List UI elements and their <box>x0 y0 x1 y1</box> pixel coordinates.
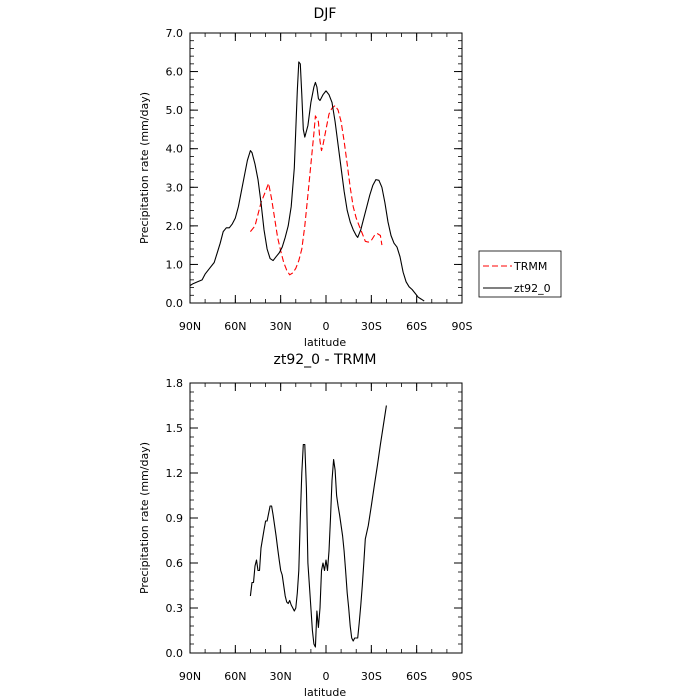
y-tick-label: 0.0 <box>166 647 184 660</box>
y-tick-label: 4.0 <box>166 143 184 156</box>
x-tick-label: 60N <box>224 320 246 333</box>
series-line-zt92-0 <box>189 61 425 302</box>
y-tick-label: 1.2 <box>166 467 184 480</box>
x-axis-title: latitude <box>304 686 346 699</box>
x-tick-label: 30N <box>270 320 292 333</box>
y-tick-label: 1.5 <box>166 422 184 435</box>
y-tick-label: 0.9 <box>166 512 184 525</box>
x-tick-label: 90N <box>179 670 201 683</box>
y-tick-label: 3.0 <box>166 181 184 194</box>
y-tick-label: 2.0 <box>166 220 184 233</box>
x-tick-label: 0 <box>323 320 330 333</box>
x-tick-label: 60N <box>224 670 246 683</box>
x-tick-label: 30S <box>361 670 382 683</box>
y-tick-label: 5.0 <box>166 104 184 117</box>
y-tick-label: 1.0 <box>166 258 184 271</box>
x-tick-label: 30S <box>361 320 382 333</box>
x-tick-label: 0 <box>323 670 330 683</box>
y-axis-title: Precipitation rate (mm/day) <box>138 442 151 594</box>
y-tick-label: 6.0 <box>166 66 184 79</box>
x-tick-label: 90S <box>452 320 473 333</box>
x-tick-label: 30N <box>270 670 292 683</box>
legend-label: TRMM <box>513 260 547 273</box>
series-line-difference <box>249 405 387 648</box>
panel-bottom-difference: zt92_0 - TRMM latitude Precipitation rat… <box>138 352 473 699</box>
x-tick-label: 90N <box>179 320 201 333</box>
y-tick-label: 0.0 <box>166 297 184 310</box>
y-axis-title: Precipitation rate (mm/day) <box>138 92 151 244</box>
y-tick-label: 1.8 <box>166 377 184 390</box>
y-tick-label: 0.3 <box>166 602 184 615</box>
plot-frame <box>189 382 463 654</box>
panel-top-djf: DJF latitude Precipitation rate (mm/day)… <box>138 6 473 349</box>
y-tick-label: 0.6 <box>166 557 184 570</box>
x-tick-label: 90S <box>452 670 473 683</box>
legend: TRMM zt92_0 <box>478 250 562 298</box>
legend-box <box>478 250 562 298</box>
series-line-trmm <box>249 104 383 276</box>
plot-frame <box>189 32 463 304</box>
legend-label: zt92_0 <box>514 282 551 295</box>
x-tick-label: 60S <box>406 320 427 333</box>
x-tick-label: 60S <box>406 670 427 683</box>
y-tick-label: 7.0 <box>166 27 184 40</box>
x-axis-title: latitude <box>304 336 346 349</box>
chart-title: DJF <box>314 6 337 22</box>
chart-title: zt92_0 - TRMM <box>274 352 377 368</box>
